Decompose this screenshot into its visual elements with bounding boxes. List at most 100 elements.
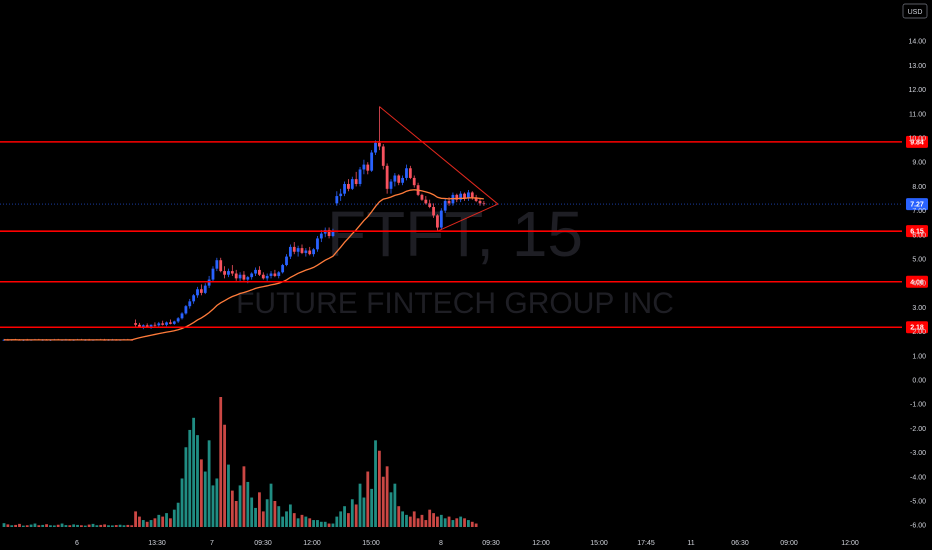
volume-bar: [308, 518, 312, 527]
volume-bar: [138, 516, 141, 527]
volume-bar: [455, 518, 459, 527]
candle-body: [277, 272, 281, 276]
volume-bar: [463, 518, 466, 527]
current-price-label: 7.27: [910, 202, 924, 209]
candle-body: [196, 289, 199, 296]
candle-body: [300, 248, 304, 253]
candle-body: [428, 203, 432, 207]
volume-bar: [234, 501, 238, 527]
volume-bar: [161, 516, 165, 527]
price-tick: -2.00: [910, 426, 926, 433]
candle-body: [265, 275, 269, 279]
volume-bar: [343, 506, 346, 527]
volume-bar: [273, 501, 277, 527]
candle-body: [192, 295, 196, 302]
time-axis[interactable]: 6 13:30 7 09:30 12:00 15:00 8 09:30 12:00 15:00 17…: [75, 540, 859, 547]
volume-bar: [157, 514, 161, 527]
time-tick: 8: [439, 540, 443, 547]
time-tick: 7: [210, 540, 214, 547]
price-tick: 12.00: [908, 87, 926, 94]
volume-bar: [64, 525, 68, 527]
candle-body: [199, 289, 203, 293]
price-axis[interactable]: USD 14.00 13.00 12.00 11.00 10.00 9.00 8.00 7.0…: [902, 3, 928, 530]
volume-bar: [319, 521, 323, 527]
volume-bar: [405, 514, 408, 527]
candle-body: [393, 175, 397, 182]
candle-body: [153, 324, 157, 326]
volume-bar: [358, 483, 362, 527]
volume-bar: [114, 525, 118, 527]
price-tick: 5.00: [912, 257, 926, 264]
volume-bar: [219, 397, 223, 527]
candles: [2, 106, 486, 342]
candle-body: [250, 273, 254, 278]
volume-bar: [107, 525, 110, 527]
triangle-drawing[interactable]: [379, 106, 499, 232]
volume-bar: [470, 521, 474, 527]
candle-body: [308, 250, 312, 255]
candle-body: [370, 152, 374, 171]
volume-bar: [385, 466, 389, 527]
candle-body: [316, 238, 319, 250]
ma-line: [3, 189, 484, 341]
volume-bar: [6, 524, 10, 527]
volume-bar: [261, 511, 265, 527]
candle-body: [374, 142, 377, 153]
candle-body: [439, 210, 443, 228]
price-tick: 7.00: [912, 208, 926, 215]
triangle-upper-line[interactable]: [379, 106, 499, 205]
volume-bar: [176, 502, 180, 527]
candle-body: [281, 265, 285, 273]
candle-body: [331, 231, 335, 237]
candle-body: [254, 269, 257, 274]
candle-body: [184, 306, 188, 314]
volume-bar: [99, 524, 103, 527]
moving-average: [3, 189, 484, 341]
horizontal-levels[interactable]: 9.84 6.15 4.06 2.18: [0, 135, 928, 334]
candle-body: [165, 322, 168, 325]
time-tick: 11: [687, 540, 694, 547]
volume-bar: [211, 485, 215, 527]
candle-body: [366, 164, 370, 171]
volume-bar: [285, 511, 288, 527]
volume-bar: [76, 524, 79, 527]
volume-bar: [118, 524, 122, 527]
time-tick: 13:30: [148, 540, 166, 547]
candle-body: [362, 164, 366, 170]
volume-bar: [215, 478, 219, 527]
volume-bar: [254, 507, 257, 527]
candle-body: [138, 324, 141, 327]
volume-bar: [199, 459, 203, 527]
candle-body: [188, 301, 192, 307]
volume-bar: [451, 520, 455, 527]
candle-body: [347, 183, 350, 189]
volume-bar: [21, 525, 25, 527]
volume-bar: [80, 525, 83, 527]
volume-bar: [37, 525, 41, 527]
candle-body: [288, 246, 292, 257]
candle-body: [207, 279, 211, 286]
volume-bar: [52, 525, 56, 527]
candle-body: [238, 274, 242, 279]
candle-body: [285, 256, 288, 266]
currency-button[interactable]: [902, 3, 928, 19]
volume-bar: [459, 516, 463, 527]
triangle-lower-line[interactable]: [437, 203, 499, 232]
volume-bar: [323, 521, 327, 527]
volume-bar: [416, 518, 420, 527]
time-tick: 09:30: [482, 540, 500, 547]
volume-bar: [327, 523, 331, 527]
volume-bar: [432, 513, 435, 527]
candle-body: [467, 192, 470, 199]
price-tick: 9.00: [912, 160, 926, 167]
volume-bar: [408, 516, 412, 527]
time-tick: 09:00: [780, 540, 798, 547]
candle-body: [335, 196, 339, 204]
price-tick: 10.00: [908, 136, 926, 143]
level-label: 6.15: [910, 229, 924, 236]
volume-bar: [300, 514, 304, 527]
volume-bar: [103, 524, 107, 527]
candle-body: [149, 324, 153, 327]
candle-body: [180, 313, 184, 319]
